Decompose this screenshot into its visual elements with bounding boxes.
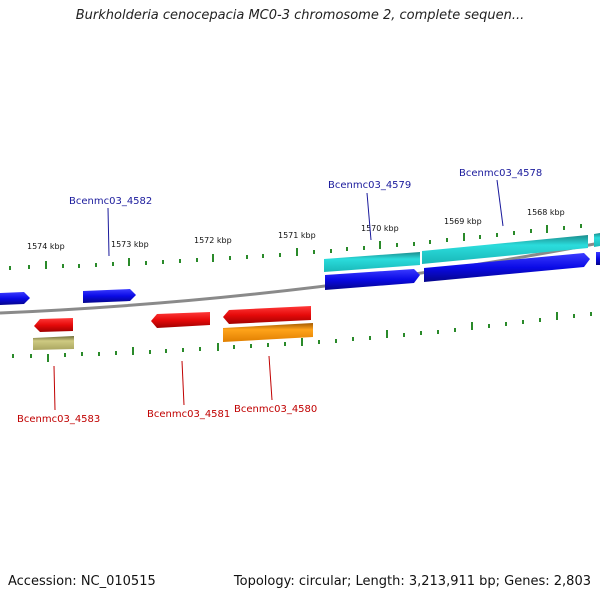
gene-reverse-feature[interactable]: [223, 323, 313, 342]
gene-label[interactable]: Bcenmc03_4581: [147, 409, 230, 420]
scale-label: 1569 kbp: [444, 217, 482, 226]
chromosome-backbone-core: [0, 241, 600, 315]
gene-forward-feature[interactable]: [594, 233, 600, 247]
scale-label: 1571 kbp: [278, 231, 316, 240]
cds-reverse-feature[interactable]: [34, 318, 73, 332]
label-leader-line: [496, 179, 504, 227]
scale-ticks-upper: [9, 224, 582, 270]
label-leader-line: [366, 192, 372, 241]
genome-summary-text: Topology: circular; Length: 3,213,911 bp…: [233, 574, 591, 589]
scale-label: 1568 kbp: [527, 208, 565, 217]
scale-label: 1574 kbp: [27, 242, 65, 251]
gene-label[interactable]: Bcenmc03_4579: [328, 180, 411, 191]
cds-forward-feature[interactable]: [0, 292, 30, 305]
label-leader-line: [181, 360, 185, 406]
map-title: Burkholderia cenocepacia MC0-3 chromosom…: [75, 8, 525, 23]
scale-ticks-lower: [12, 312, 592, 362]
label-leader-line: [53, 365, 56, 411]
cds-forward-feature[interactable]: [596, 252, 600, 265]
gene-forward-feature[interactable]: [422, 235, 588, 264]
cds-forward-feature[interactable]: [83, 289, 136, 303]
cds-forward-feature[interactable]: [325, 269, 420, 290]
accession-text: Accession: NC_010515: [8, 574, 156, 589]
gene-label[interactable]: Bcenmc03_4583: [17, 414, 100, 425]
label-leader-line: [268, 355, 273, 401]
scale-label: 1573 kbp: [111, 240, 149, 249]
gene-forward-feature[interactable]: [324, 252, 420, 272]
label-leader-line: [107, 207, 110, 257]
scale-label: 1570 kbp: [361, 224, 399, 233]
other-feature[interactable]: [33, 336, 74, 350]
cds-forward-feature[interactable]: [424, 253, 590, 282]
gene-label[interactable]: Bcenmc03_4580: [234, 404, 317, 415]
cds-reverse-feature[interactable]: [223, 306, 311, 324]
scale-label: 1572 kbp: [194, 236, 232, 245]
gene-label[interactable]: Bcenmc03_4578: [459, 168, 542, 179]
gene-label[interactable]: Bcenmc03_4582: [69, 196, 152, 207]
cds-reverse-feature[interactable]: [151, 312, 210, 328]
